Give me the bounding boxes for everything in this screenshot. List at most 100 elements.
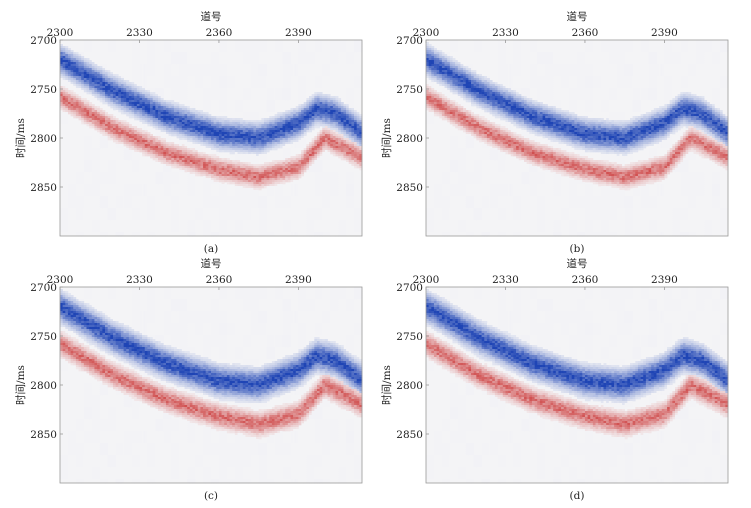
heatmap-cell <box>97 224 100 226</box>
heatmap-cell <box>253 132 256 134</box>
heatmap-cell <box>102 142 105 144</box>
heatmap-cell <box>150 218 153 220</box>
heatmap-cell <box>113 50 116 52</box>
heatmap-cell <box>134 214 137 216</box>
heatmap-cell <box>100 206 103 208</box>
heatmap-cell <box>224 204 227 206</box>
heatmap-cell <box>150 58 153 60</box>
heatmap-cell <box>147 64 150 66</box>
heatmap-cell <box>116 232 119 234</box>
heatmap-cell <box>251 154 254 156</box>
heatmap-cell <box>174 212 177 214</box>
heatmap-cell <box>214 154 217 156</box>
heatmap-cell <box>100 146 103 148</box>
heatmap-cell <box>65 212 68 214</box>
heatmap-cell <box>182 56 185 58</box>
heatmap-cell <box>161 106 164 108</box>
heatmap-cell <box>174 88 177 90</box>
heatmap-cell <box>230 160 233 162</box>
heatmap-cell <box>97 116 100 118</box>
heatmap-cell <box>253 194 256 196</box>
heatmap-cell <box>203 176 206 178</box>
heatmap-cell <box>251 78 254 80</box>
heatmap-cell <box>230 148 233 150</box>
heatmap-cell <box>237 42 240 44</box>
heatmap-cell <box>105 134 108 136</box>
heatmap-cell <box>240 182 243 184</box>
heatmap-cell <box>237 170 240 172</box>
heatmap-cell <box>253 70 256 72</box>
heatmap-cell <box>251 80 254 82</box>
heatmap-cell <box>89 214 92 216</box>
heatmap-cell <box>235 146 238 148</box>
heatmap-cell <box>132 110 135 112</box>
heatmap-cell <box>219 214 222 216</box>
heatmap-cell <box>161 94 164 96</box>
heatmap-cell <box>113 94 116 96</box>
heatmap-cell <box>253 142 256 144</box>
heatmap-cell <box>240 188 243 190</box>
heatmap-cell <box>100 136 103 138</box>
heatmap-cell <box>248 160 251 162</box>
heatmap-cell <box>105 206 108 208</box>
heatmap-cell <box>187 174 190 176</box>
heatmap-cell <box>86 74 89 76</box>
heatmap-cell <box>155 168 158 170</box>
heatmap-cell <box>86 214 89 216</box>
heatmap-cell <box>124 44 127 46</box>
heatmap-cell <box>116 98 119 100</box>
heatmap-cell <box>214 60 217 62</box>
heatmap-cell <box>89 64 92 66</box>
heatmap-cell <box>147 110 150 112</box>
heatmap-cell <box>113 140 116 142</box>
heatmap-cell <box>198 152 201 154</box>
heatmap-cell <box>214 140 217 142</box>
heatmap-cell <box>240 136 243 138</box>
heatmap-cell <box>79 216 82 218</box>
heatmap-cell <box>200 116 203 118</box>
heatmap-cell <box>256 62 259 64</box>
heatmap-cell <box>251 200 254 202</box>
heatmap-cell <box>261 226 264 228</box>
heatmap-cell <box>68 70 71 72</box>
heatmap-cell <box>65 46 68 48</box>
heatmap-cell <box>190 164 193 166</box>
heatmap-cell <box>187 158 190 160</box>
heatmap-cell <box>84 44 87 46</box>
heatmap-cell <box>79 232 82 234</box>
heatmap-cell <box>81 200 84 202</box>
heatmap-cell <box>100 178 103 180</box>
heatmap-cell <box>248 132 251 134</box>
heatmap-cell <box>153 42 156 44</box>
heatmap-cell <box>142 172 145 174</box>
heatmap-cell <box>134 148 137 150</box>
heatmap-cell <box>142 76 145 78</box>
heatmap-cell <box>190 220 193 222</box>
heatmap-cell <box>166 100 169 102</box>
heatmap-cell <box>108 212 111 214</box>
heatmap-cell <box>134 134 137 136</box>
heatmap-cell <box>261 212 264 214</box>
heatmap-cell <box>179 116 182 118</box>
heatmap-cell <box>264 212 267 214</box>
heatmap-cell <box>110 76 113 78</box>
heatmap-cell <box>187 120 190 122</box>
heatmap-cell <box>124 96 127 98</box>
heatmap-cell <box>259 174 262 176</box>
heatmap-cell <box>153 46 156 48</box>
heatmap-cell <box>253 64 256 66</box>
heatmap-cell <box>248 148 251 150</box>
heatmap-cell <box>92 222 95 224</box>
heatmap-cell <box>211 96 214 98</box>
heatmap-cell <box>214 176 217 178</box>
heatmap-cell <box>243 166 246 168</box>
heatmap-cell <box>92 166 95 168</box>
heatmap-cell <box>137 58 140 60</box>
heatmap-cell <box>198 76 201 78</box>
heatmap-cell <box>86 186 89 188</box>
heatmap-cell <box>187 172 190 174</box>
heatmap-cell <box>248 70 251 72</box>
heatmap-cell <box>206 158 209 160</box>
heatmap-cell <box>198 138 201 140</box>
heatmap-cell <box>237 172 240 174</box>
